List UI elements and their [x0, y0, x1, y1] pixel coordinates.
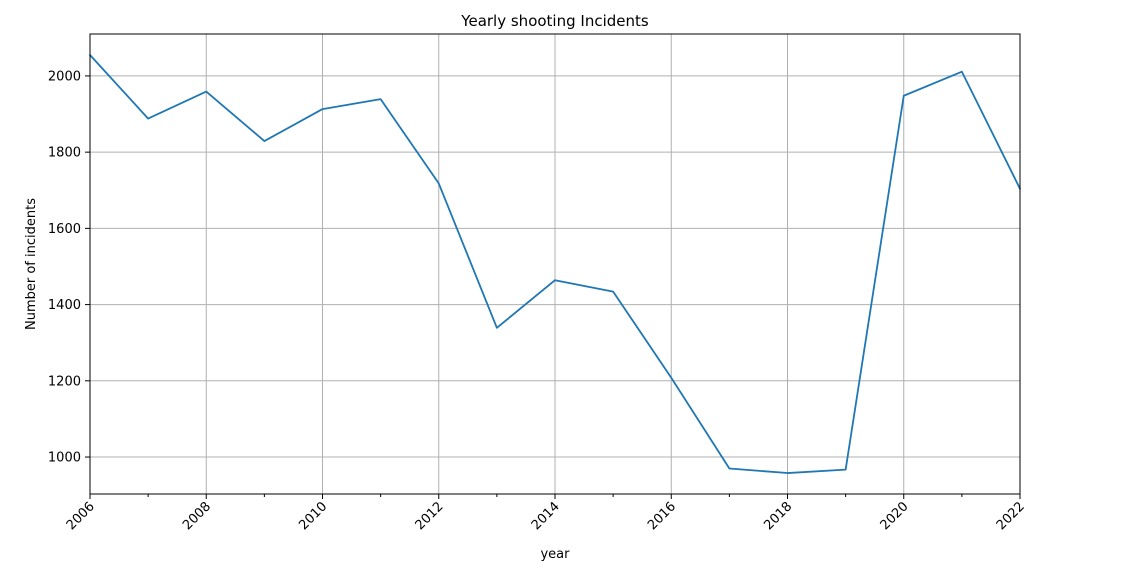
series-line-0 — [89, 54, 1021, 474]
y-tick-label-1000: 1000 — [48, 451, 81, 466]
y-tick-label-1400: 1400 — [48, 298, 81, 313]
y-axis-label: Number of incidents — [24, 198, 39, 330]
grid-layer — [89, 34, 1021, 494]
y-tick-label-1800: 1800 — [48, 146, 81, 161]
series-layer — [89, 54, 1021, 474]
chart-title: Yearly shooting Incidents — [460, 12, 649, 30]
y-tick-label-2000: 2000 — [48, 69, 81, 84]
y-tick-label-1200: 1200 — [48, 374, 81, 389]
y-tick-label-1600: 1600 — [48, 222, 81, 237]
x-axis-label: year — [540, 547, 570, 562]
